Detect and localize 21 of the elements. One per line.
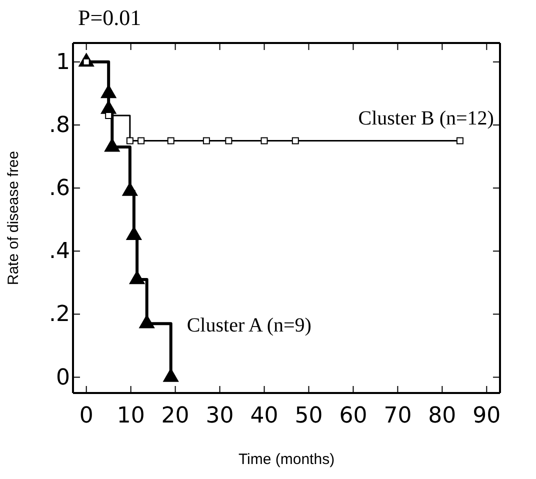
- x-tick-label: 70: [384, 404, 412, 429]
- x-tick-label: 30: [206, 404, 234, 429]
- text: P=0.01: [78, 5, 142, 30]
- x-tick-label: 0: [79, 404, 94, 429]
- x-axis-title: Time (months): [238, 451, 335, 468]
- y-tick-label: .8: [49, 113, 70, 138]
- y-tick-label: 1: [56, 50, 70, 75]
- legend-label: Cluster B (n=12): [358, 108, 494, 130]
- x-tick-label: 60: [339, 404, 368, 429]
- y-axis-title: Rate of disease free: [5, 150, 22, 286]
- x-tick-label: 50: [294, 404, 323, 429]
- x-tick-label: 20: [161, 404, 190, 429]
- y-tick-label: .6: [49, 176, 70, 202]
- x-tick-label: 90: [472, 404, 501, 429]
- series-label: Cluster A (n=9): [186, 314, 312, 337]
- y-tick-label: .2: [49, 302, 70, 328]
- y-tick-label: .4: [49, 239, 70, 264]
- x-tick-label: 10: [116, 404, 145, 429]
- x-tick-label: 80: [428, 404, 456, 429]
- y-tick-label: 0: [56, 365, 70, 390]
- x-tick-label: 40: [250, 404, 278, 429]
